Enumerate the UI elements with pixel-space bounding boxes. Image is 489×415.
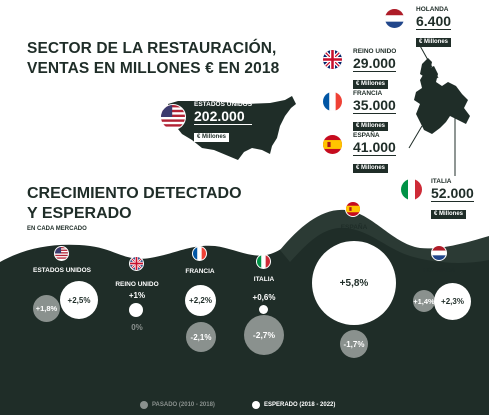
sales-country: ESPAÑA bbox=[353, 132, 380, 139]
legend-expected-label: ESPERADO (2018 - 2022) bbox=[264, 402, 336, 408]
france-flag-icon bbox=[192, 246, 207, 261]
past-bubble-holanda: +1,4% bbox=[413, 290, 435, 312]
growth-title: CRECIMIENTO DETECTADO Y ESPERADO bbox=[27, 184, 242, 224]
market-label-italia: ITALIA bbox=[253, 276, 275, 283]
past-bubble-italia: -2,7% bbox=[244, 315, 284, 355]
connector-holanda bbox=[418, 43, 439, 79]
sales-value: 35.000 bbox=[353, 97, 396, 114]
main-title-line1: SECTOR DE LA RESTAURACIÓN, bbox=[27, 40, 277, 57]
growth-subtitle: EN CADA MERCADO bbox=[27, 226, 87, 232]
past-value-reino-unido: 0% bbox=[131, 323, 143, 332]
market-label-holanda: HOLANDA bbox=[422, 267, 456, 274]
sales-unit: € Millones bbox=[431, 210, 467, 219]
france-flag-icon bbox=[322, 91, 343, 112]
expected-bubble-francia: +2,2% bbox=[185, 285, 216, 316]
europe-map bbox=[414, 66, 470, 134]
sales-francia: FRANCIA 35.000 € Millones bbox=[353, 90, 396, 132]
sales-country: FRANCIA bbox=[353, 90, 383, 97]
uk-flag-icon bbox=[129, 256, 144, 271]
connector-espana bbox=[408, 125, 423, 149]
sales-unit: € Millones bbox=[416, 38, 452, 47]
legend-expected: ESPERADO (2018 - 2022) bbox=[252, 401, 335, 409]
sales-country: HOLANDA bbox=[416, 6, 449, 13]
sales-value: 29.000 bbox=[353, 55, 397, 72]
expected-bubble-espana: +5,8% bbox=[312, 241, 396, 325]
uk-flag-icon bbox=[322, 49, 343, 70]
past-bubble-espana: -1,7% bbox=[340, 330, 368, 358]
market-label-espana: ESPAÑA bbox=[340, 224, 368, 231]
sales-country: REINO UNIDO bbox=[353, 48, 397, 55]
sales-country: ITALIA bbox=[431, 178, 452, 185]
spain-flag-icon bbox=[322, 134, 343, 155]
market-label-francia: FRANCIA bbox=[185, 268, 215, 275]
sales-value: 6.400 bbox=[416, 13, 452, 30]
market-label-reino-unido: REINO UNIDO bbox=[115, 281, 159, 288]
growth-title-line2: Y ESPERADO bbox=[27, 205, 132, 222]
sales-estados-unidos: ESTADOS UNIDOS 202.000 € Millones bbox=[194, 101, 253, 143]
spain-flag-icon bbox=[345, 201, 361, 217]
sales-unit: € Millones bbox=[353, 164, 389, 173]
sales-value: 202.000 bbox=[194, 109, 253, 125]
legend-past-swatch bbox=[140, 401, 148, 409]
netherlands-flag-icon bbox=[384, 8, 405, 29]
expected-dot-italia bbox=[259, 305, 268, 314]
sales-value: 41.000 bbox=[353, 139, 396, 156]
italy-flag-icon bbox=[256, 254, 271, 269]
expected-value-reino-unido: +1% bbox=[128, 291, 146, 300]
legend-past: PASADO (2010 - 2018) bbox=[140, 401, 215, 409]
market-label-estados-unidos: ESTADOS UNIDOS bbox=[32, 267, 92, 274]
past-bubble-estados-unidos: +1,8% bbox=[33, 295, 60, 322]
sales-value: 52.000 bbox=[431, 185, 474, 202]
past-bubble-francia: -2,1% bbox=[186, 322, 216, 352]
netherlands-flag-icon bbox=[431, 245, 447, 261]
sales-holanda: HOLANDA 6.400 € Millones bbox=[416, 6, 452, 48]
sales-unit: € Millones bbox=[194, 133, 230, 142]
sales-country: ESTADOS UNIDOS bbox=[194, 101, 253, 108]
expected-value-italia: +0,6% bbox=[252, 293, 276, 302]
main-title: SECTOR DE LA RESTAURACIÓN, VENTAS EN MIL… bbox=[27, 39, 279, 79]
sales-reino-unido: REINO UNIDO 29.000 € Millones bbox=[353, 48, 397, 90]
expected-dot-reino-unido bbox=[129, 303, 143, 317]
italy-flag-icon bbox=[400, 178, 423, 201]
sales-italia: ITALIA 52.000 € Millones bbox=[431, 178, 474, 220]
legend-expected-swatch bbox=[252, 401, 260, 409]
sales-unit: € Millones bbox=[353, 80, 389, 89]
sales-espana: ESPAÑA 41.000 € Millones bbox=[353, 132, 396, 174]
legend-band bbox=[0, 390, 489, 415]
usa-flag-icon bbox=[160, 104, 186, 130]
expected-bubble-holanda: +2,3% bbox=[434, 283, 471, 320]
usa-map bbox=[168, 96, 296, 160]
sales-unit: € Millones bbox=[353, 122, 389, 131]
legend-past-label: PASADO (2010 - 2018) bbox=[152, 402, 215, 408]
growth-title-line1: CRECIMIENTO DETECTADO bbox=[27, 185, 242, 202]
expected-bubble-estados-unidos: +2,5% bbox=[60, 281, 98, 319]
usa-flag-icon bbox=[54, 246, 69, 261]
main-title-line2: VENTAS EN MILLONES € EN 2018 bbox=[27, 60, 280, 77]
uk-map bbox=[420, 58, 432, 78]
